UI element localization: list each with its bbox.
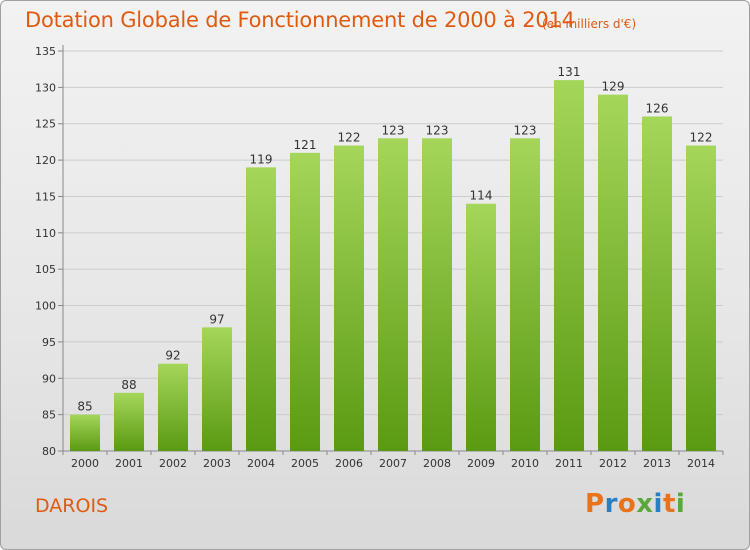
bar bbox=[510, 138, 540, 452]
data-label: 123 bbox=[426, 123, 449, 137]
bar bbox=[334, 145, 364, 451]
data-label: 121 bbox=[294, 138, 317, 152]
data-label: 88 bbox=[121, 378, 136, 392]
unit-note: (en milliers d'€) bbox=[542, 17, 637, 31]
bar bbox=[114, 392, 144, 451]
data-label: 131 bbox=[558, 65, 581, 79]
bar bbox=[554, 80, 584, 451]
town-name: DAROIS bbox=[35, 495, 109, 517]
x-tick-label: 2009 bbox=[467, 457, 495, 470]
bar bbox=[378, 138, 408, 452]
x-tick-label: 2013 bbox=[643, 457, 671, 470]
logo-letter: o bbox=[617, 489, 637, 519]
x-tick-label: 2002 bbox=[159, 457, 187, 470]
data-label: 123 bbox=[382, 123, 405, 137]
bar bbox=[642, 116, 672, 452]
data-label: 129 bbox=[602, 80, 625, 94]
x-tick-label: 2003 bbox=[203, 457, 231, 470]
y-tick-label: 130 bbox=[35, 81, 56, 94]
y-tick-label: 85 bbox=[42, 409, 56, 422]
bar bbox=[202, 327, 232, 451]
x-tick-label: 2010 bbox=[511, 457, 539, 470]
logo-letter: x bbox=[636, 489, 654, 519]
x-tick-label: 2005 bbox=[291, 457, 319, 470]
y-tick-label: 110 bbox=[35, 227, 56, 240]
bar bbox=[466, 203, 496, 451]
y-tick-label: 90 bbox=[42, 372, 56, 385]
y-tick-label: 135 bbox=[35, 45, 56, 58]
logo-letter: i bbox=[675, 489, 686, 519]
bar bbox=[686, 145, 716, 451]
data-label: 97 bbox=[209, 312, 224, 326]
y-tick-label: 100 bbox=[35, 300, 56, 313]
x-tick-label: 2006 bbox=[335, 457, 363, 470]
x-tick-label: 2008 bbox=[423, 457, 451, 470]
data-label: 126 bbox=[646, 101, 669, 115]
y-tick-label: 115 bbox=[35, 190, 56, 203]
data-label: 92 bbox=[165, 349, 180, 363]
chart-title: Dotation Globale de Fonctionnement de 20… bbox=[25, 8, 575, 32]
bars bbox=[70, 80, 716, 452]
x-tick-label: 2014 bbox=[687, 457, 715, 470]
data-label: 122 bbox=[690, 131, 713, 145]
data-label: 123 bbox=[514, 123, 537, 137]
data-label: 85 bbox=[77, 400, 92, 414]
y-tick-label: 95 bbox=[42, 336, 56, 349]
data-label: 119 bbox=[250, 152, 273, 166]
bar bbox=[422, 138, 452, 452]
data-label: 114 bbox=[470, 189, 493, 203]
logo-letter: t bbox=[662, 489, 676, 519]
logo-letter: i bbox=[653, 489, 663, 519]
x-tick-label: 2000 bbox=[71, 457, 99, 470]
proxiti-logo: Proxiti bbox=[585, 489, 685, 519]
y-tick-label: 125 bbox=[35, 118, 56, 131]
y-tick-label: 80 bbox=[42, 445, 56, 458]
bar bbox=[290, 152, 320, 451]
bar bbox=[598, 94, 628, 452]
x-tick-label: 2004 bbox=[247, 457, 275, 470]
x-tick-label: 2001 bbox=[115, 457, 143, 470]
logo-letter: r bbox=[604, 489, 618, 519]
bar bbox=[246, 167, 276, 451]
bar bbox=[70, 414, 100, 451]
bar bbox=[158, 363, 188, 451]
x-tick-label: 2011 bbox=[555, 457, 583, 470]
data-label: 122 bbox=[338, 131, 361, 145]
x-tick-label: 2012 bbox=[599, 457, 627, 470]
labels: 80 85 90 95 100 105 110 115 120 125 130 135 85 2000 88… bbox=[35, 45, 715, 470]
logo-letter: P bbox=[585, 489, 605, 519]
y-tick-label: 105 bbox=[35, 263, 56, 276]
y-tick-label: 120 bbox=[35, 154, 56, 167]
x-tick-label: 2007 bbox=[379, 457, 407, 470]
